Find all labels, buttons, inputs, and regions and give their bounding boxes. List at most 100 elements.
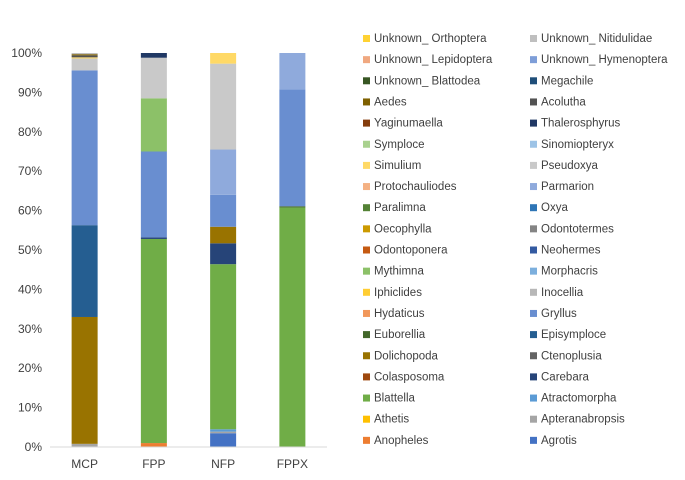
legend-swatch xyxy=(530,352,537,360)
legend-item: Dolichopoda xyxy=(363,350,439,362)
bar-segment xyxy=(210,226,237,244)
legend-swatch xyxy=(530,161,537,169)
legend-swatch xyxy=(363,267,370,275)
legend-label: Blattella xyxy=(374,393,416,405)
legend-label: Colasposoma xyxy=(374,371,445,383)
legend-swatch xyxy=(530,267,537,275)
legend-label: Hydaticus xyxy=(374,308,425,320)
legend-label: Protochauliodes xyxy=(374,181,457,193)
bar-segment xyxy=(279,206,306,208)
legend-label: Parmarion xyxy=(541,181,594,193)
legend-swatch xyxy=(530,119,537,127)
legend-label: Unknown_ Blattodea xyxy=(374,75,481,87)
legend-item: Yaginumaella xyxy=(363,118,443,130)
legend-item: Euborellia xyxy=(363,329,426,341)
legend-label: Gryllus xyxy=(541,308,577,320)
bar-stack-fppx xyxy=(279,53,306,447)
legend-label: Paralimna xyxy=(374,202,426,214)
y-tick-label: 20% xyxy=(18,361,42,375)
bar-segment xyxy=(140,57,167,99)
legend-swatch xyxy=(363,225,370,233)
legend-label: Agrotis xyxy=(541,435,577,447)
x-category-label: FPP xyxy=(142,457,165,471)
legend-item: Episymploce xyxy=(530,329,606,341)
legend-swatch xyxy=(363,161,370,169)
legend-swatch xyxy=(530,415,537,423)
y-tick-label: 10% xyxy=(18,401,42,415)
bar-segment xyxy=(71,316,98,444)
bar-segment xyxy=(140,98,167,152)
legend-swatch xyxy=(363,394,370,402)
bar-segment xyxy=(140,237,167,239)
bar-segment xyxy=(279,207,306,447)
bar-segment xyxy=(210,431,237,434)
legend-label: Unknown_ Hymenoptera xyxy=(541,54,668,66)
legend-label: Athetis xyxy=(374,414,409,426)
legend-label: Unknown_ Nitidulidae xyxy=(541,33,652,45)
legend-swatch xyxy=(530,288,537,296)
bar-segment xyxy=(71,58,98,71)
legend-item: Carebara xyxy=(530,371,590,383)
legend-item: Sinomiopteryx xyxy=(530,139,614,151)
legend-label: Simulium xyxy=(374,160,421,172)
bar-segment xyxy=(140,443,167,447)
legend-swatch xyxy=(363,373,370,381)
y-axis: 0% 10% 20% 30% 40% 50% 60% 70% 80% 90% 100% xyxy=(11,46,42,454)
legend-label: Unknown_ Orthoptera xyxy=(374,33,487,45)
legend-label: Anopheles xyxy=(374,435,429,447)
legend-label: Aedes xyxy=(374,96,407,108)
legend-label: Symploce xyxy=(374,139,425,151)
bar-stack-mcp xyxy=(71,53,98,447)
legend-item: Odontotermes xyxy=(530,223,614,235)
legend-label: Acolutha xyxy=(541,96,586,108)
bar-segment xyxy=(140,53,167,58)
legend-label: Unknown_ Lepidoptera xyxy=(374,54,493,66)
bar-segment xyxy=(210,429,237,432)
legend-swatch xyxy=(530,436,537,444)
legend-item: Thalerosphyrus xyxy=(530,118,621,130)
legend-swatch xyxy=(363,56,370,64)
legend-item: Parmarion xyxy=(530,181,594,193)
legend-item: Aedes xyxy=(363,96,407,108)
bar-segment xyxy=(140,238,167,444)
bar-segment xyxy=(210,149,237,195)
legend-swatch xyxy=(363,415,370,423)
y-tick-label: 40% xyxy=(18,282,42,296)
legend-swatch xyxy=(363,288,370,296)
legend-swatch xyxy=(363,140,370,148)
y-tick-label: 90% xyxy=(18,85,42,99)
y-tick-label: 100% xyxy=(11,46,42,60)
legend-label: Odontoponera xyxy=(374,245,448,257)
legend-item: Unknown_ Lepidoptera xyxy=(363,54,493,66)
bar-segment xyxy=(71,53,98,55)
legend-item: Blattella xyxy=(363,393,416,405)
legend-swatch xyxy=(530,394,537,402)
bar-stack-fpp xyxy=(140,53,167,447)
legend-item: Anopheles xyxy=(363,435,429,447)
bar-stack-nfp xyxy=(210,53,237,447)
bar-segment xyxy=(71,54,98,56)
legend-label: Oecophylla xyxy=(374,223,432,235)
legend-swatch xyxy=(530,309,537,317)
legend-item: Unknown_ Hymenoptera xyxy=(530,54,668,66)
legend-swatch xyxy=(363,98,370,106)
legend-swatch xyxy=(530,140,537,148)
legend-item: Colasposoma xyxy=(363,371,445,383)
y-tick-label: 70% xyxy=(18,164,42,178)
x-axis: MCP FPP NFP FPPX xyxy=(71,457,308,471)
legend-label: Apteranabropsis xyxy=(541,414,625,426)
legend-label: Thalerosphyrus xyxy=(541,118,621,130)
legend-item: Paralimna xyxy=(363,202,426,214)
legend-swatch xyxy=(363,119,370,127)
legend-item: Oxya xyxy=(530,202,568,214)
legend: Unknown_ Orthoptera Unknown_ Nitidulidae U… xyxy=(363,33,668,447)
bar-stacks xyxy=(71,53,306,447)
bar-segment xyxy=(71,57,98,59)
bar-segment xyxy=(279,53,306,90)
legend-swatch xyxy=(530,225,537,233)
legend-item: Acolutha xyxy=(530,96,586,108)
legend-label: Dolichopoda xyxy=(374,350,439,362)
legend-swatch xyxy=(530,373,537,381)
y-tick-label: 0% xyxy=(25,440,43,454)
